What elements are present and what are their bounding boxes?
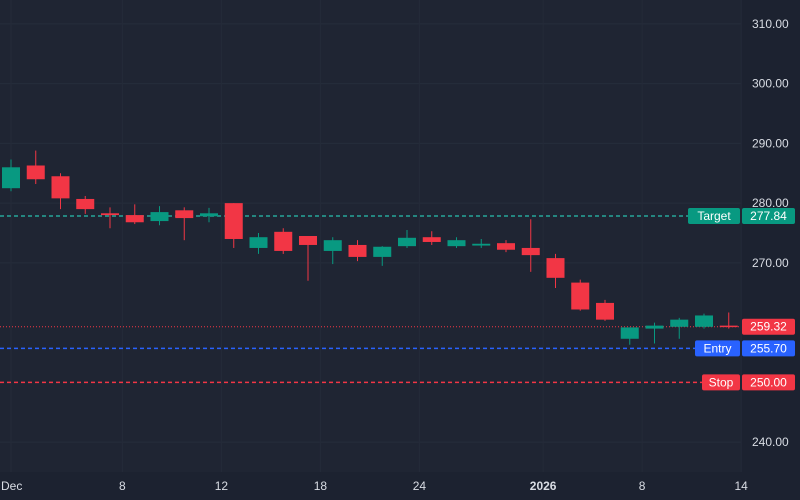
candle-body: [299, 236, 317, 245]
candle: [695, 313, 713, 329]
target-value: 277.84: [750, 209, 787, 223]
candle: [645, 322, 664, 344]
y-tick-label: 300.00: [752, 77, 789, 91]
candle-body: [620, 327, 639, 339]
candle: [299, 236, 317, 281]
candle-body: [175, 210, 194, 219]
candle-body: [521, 247, 540, 256]
candle-body: [274, 231, 293, 251]
x-tick-label: 24: [413, 479, 427, 493]
candle-body: [76, 198, 95, 210]
candle: [249, 233, 268, 254]
stop-value: 250.00: [750, 375, 787, 389]
candle: [348, 240, 367, 262]
entry-label: Entry: [703, 341, 731, 355]
candle-body: [645, 325, 664, 329]
x-tick-label: 14: [734, 479, 748, 493]
candle: [51, 173, 70, 210]
candle-body: [447, 240, 466, 247]
price-axis-background: [741, 0, 800, 472]
grid: [0, 0, 741, 472]
time-axis: Dec 8 12 18 24 2026 8 14: [1, 479, 748, 493]
x-tick-label: 8: [119, 479, 126, 493]
stop-label-tag: [702, 374, 740, 391]
target-value-tag: [742, 208, 795, 225]
candle-body: [125, 215, 144, 223]
candle: [175, 207, 194, 241]
candle: [76, 195, 95, 214]
y-tick-label: 240.00: [752, 435, 789, 449]
candle-body: [546, 258, 565, 278]
entry-value-tag: [742, 340, 795, 357]
candle-body: [224, 203, 243, 239]
candle-body: [373, 246, 392, 257]
candle: [224, 203, 243, 248]
candle-body: [150, 212, 169, 222]
candle: [101, 207, 119, 229]
candle-body: [596, 302, 614, 320]
candle-body: [101, 213, 119, 216]
price-tags: Target 277.84 Entry 255.70 Stop 250.00 259.32: [688, 208, 795, 391]
x-tick-label: 2026: [530, 479, 557, 493]
candle: [670, 317, 689, 339]
candle: [596, 299, 614, 321]
candle: [26, 150, 45, 185]
candle: [373, 246, 392, 266]
candle-body: [2, 167, 20, 189]
candle-body: [422, 237, 441, 242]
x-tick-label: Dec: [1, 479, 22, 493]
candle-body: [26, 165, 45, 180]
candle: [497, 240, 515, 253]
candles: [2, 150, 738, 345]
stop-label: Stop: [709, 375, 734, 389]
candle-body: [670, 319, 689, 327]
y-tick-label: 310.00: [752, 17, 789, 31]
candle-body: [51, 176, 70, 199]
y-tick-label: 270.00: [752, 256, 789, 270]
entry-value: 255.70: [750, 341, 787, 355]
candle: [546, 253, 565, 288]
stop-value-tag: [742, 374, 795, 391]
candle: [150, 206, 169, 226]
candle-body: [398, 237, 416, 247]
candle: [323, 237, 342, 265]
y-tick-label: 290.00: [752, 136, 789, 150]
candle: [571, 279, 590, 311]
candle: [2, 159, 20, 192]
candle: [447, 237, 466, 248]
candle-body: [571, 282, 590, 310]
candle: [472, 238, 491, 248]
candle: [398, 230, 416, 248]
candle-body: [695, 315, 713, 327]
candle-body: [719, 325, 738, 328]
candle: [521, 219, 540, 272]
candle-body: [497, 243, 515, 250]
price-axis: 310.00 300.00 290.00 280.00 270.00 240.00: [752, 17, 789, 449]
candle: [125, 204, 144, 225]
x-tick-label: 18: [314, 479, 328, 493]
candle-body: [323, 240, 342, 251]
candle: [200, 207, 218, 223]
entry-label-tag: [695, 340, 740, 357]
candle: [719, 312, 738, 329]
time-axis-background: [0, 472, 800, 500]
last-price-value: 259.32: [750, 320, 787, 334]
last-price-value-tag: [742, 318, 795, 335]
candle-body: [249, 237, 268, 248]
candle-body: [200, 213, 218, 217]
x-tick-label: 8: [639, 479, 646, 493]
price-lines: [0, 215, 741, 384]
candle: [620, 327, 639, 345]
x-tick-label: 12: [215, 479, 229, 493]
y-tick-label: 280.00: [752, 196, 789, 210]
candle-body: [348, 244, 367, 257]
target-label-tag: [688, 208, 740, 225]
candle-body: [472, 243, 491, 246]
target-label: Target: [697, 209, 731, 223]
candle: [422, 231, 441, 245]
candle: [274, 228, 293, 254]
